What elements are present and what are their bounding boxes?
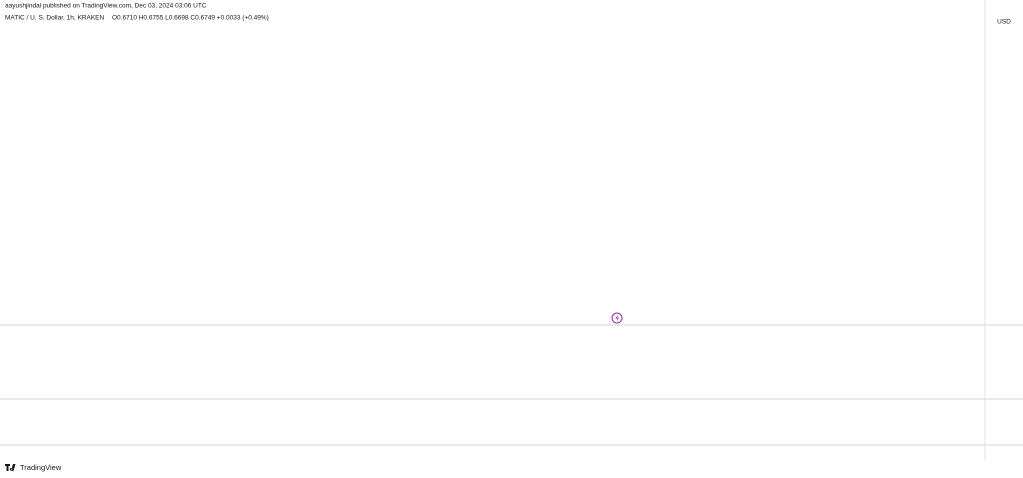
ohlc-legend: O0.6710 H0.6755 L0.6698 C0.6749 +0.0033 … [112, 15, 269, 22]
brand-name: TradingView [20, 463, 62, 472]
symbol-title: MATIC / U. S. Dollar, 1h, KRAKEN [5, 15, 105, 22]
publisher-line: aayushjindal published on TradingView.co… [5, 3, 207, 10]
alert-icon [611, 312, 623, 324]
brand-logo [5, 464, 16, 471]
currency-label: USD [997, 19, 1011, 26]
